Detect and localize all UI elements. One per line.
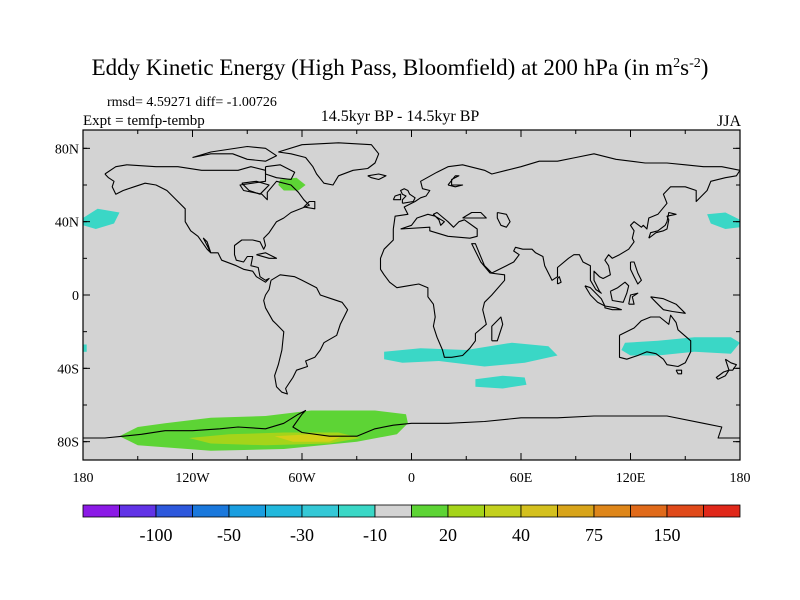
title-mid: s	[680, 55, 690, 80]
coastline-madagascar	[491, 316, 504, 342]
colorbar-swatch	[666, 504, 704, 518]
anomaly-north-pacific-east	[707, 212, 740, 229]
colorbar-swatch	[119, 504, 157, 518]
anomaly-far-west-sliver	[83, 344, 87, 352]
lon-tick-label: 180	[730, 471, 751, 486]
coastline-sulawesi	[628, 292, 639, 305]
lon-tick-label: 60W	[288, 471, 316, 486]
map-background	[83, 130, 740, 460]
coastline-north-america	[104, 164, 310, 283]
coastline-eurasia-africa	[379, 153, 740, 358]
colorbar-swatch	[484, 504, 522, 518]
colorbar: -100 -50 -30 -10 20 40 75 150	[82, 504, 741, 545]
title-main: Eddy Kinetic Energy (High Pass, Bloomfie…	[91, 55, 674, 80]
lon-tick-label: 60E	[510, 471, 533, 486]
title-end: )	[700, 55, 709, 80]
coastline-sri-lanka	[556, 276, 562, 285]
lat-tick-label: 40N	[55, 216, 79, 231]
coastline-arctic-islands	[192, 145, 278, 162]
coastline-japan	[648, 211, 677, 239]
coastline-caspian	[496, 211, 511, 228]
coastline-baffin	[264, 164, 296, 181]
colorbar-swatch	[301, 504, 339, 518]
colorbar-swatch	[155, 504, 193, 518]
figure-title: Eddy Kinetic Energy (High Pass, Bloomfie…	[0, 55, 800, 81]
coastline-new-zealand	[724, 358, 737, 371]
coastline-south-america	[263, 274, 349, 395]
coastline-new-guinea	[650, 296, 686, 314]
colorbar-label: -50	[217, 525, 241, 545]
colorbar-label: -100	[140, 525, 173, 545]
coastline-australia	[618, 314, 692, 368]
lat-tick-label: 80N	[55, 142, 79, 157]
title-sup-1: 2	[673, 56, 681, 71]
colorbar-swatch	[228, 504, 266, 518]
period-label: 14.5kyr BP - 14.5kyr BP	[320, 108, 480, 125]
colorbar-label: -30	[290, 525, 314, 545]
colorbar-label: 150	[654, 525, 681, 545]
stats-line: rmsd= 4.59271 diff= -1.00726	[107, 95, 277, 110]
lon-tick-label: 120E	[616, 471, 646, 486]
anomaly-south-atlantic-indian	[384, 342, 558, 367]
coastline-black-caspian	[462, 211, 487, 219]
lon-tick-label: 120W	[175, 471, 210, 486]
colorbar-swatch	[703, 504, 741, 518]
anomaly-labrador	[278, 177, 306, 191]
coastline-great-britain	[400, 188, 416, 204]
colorbar-swatch	[374, 504, 412, 518]
colorbar-swatch	[411, 504, 449, 518]
coastline-ireland	[392, 193, 402, 201]
anomaly-north-pacific-west	[83, 208, 120, 229]
coastline-newfoundland	[303, 200, 316, 210]
lat-tick-label: 40S	[57, 362, 79, 377]
coastline-cuba	[256, 252, 278, 259]
season-label: JJA	[716, 113, 741, 130]
lat-tick-label: 0	[72, 289, 79, 304]
lon-tick-label: 180	[73, 471, 94, 486]
anomaly-south-indian-small	[475, 375, 527, 389]
colorbar-swatch	[338, 504, 376, 518]
colorbar-label: -10	[363, 525, 387, 545]
colorbar-swatch	[447, 504, 485, 518]
coastline-hudson-bay-interior	[241, 180, 270, 195]
coastline-scandinavia-gulf	[447, 175, 464, 188]
anomaly-australia-south	[621, 337, 740, 356]
colorbar-swatch	[520, 504, 558, 518]
colorbar-label: 75	[585, 525, 603, 545]
anomaly-layer	[83, 177, 740, 451]
colorbar-swatch	[192, 504, 230, 518]
title-sup-2: -2	[689, 56, 701, 71]
coastline-mediterranean-north	[400, 211, 478, 239]
coastline-tasmania	[675, 369, 683, 375]
coastline-java	[604, 305, 622, 311]
lat-tick-label: 80S	[57, 436, 79, 451]
colorbar-swatch	[82, 504, 120, 518]
colorbar-swatch	[265, 504, 303, 518]
axis-ticks: 80N 40N 0 40S 80S 180 120W 60W 0 60E 120E 180	[55, 130, 751, 486]
colorbar-label: 40	[512, 525, 530, 545]
coastline-new-zealand-south	[715, 369, 730, 380]
lon-tick-label: 0	[408, 471, 415, 486]
coastline-philippines	[629, 261, 642, 285]
coastline-iceland	[367, 173, 387, 181]
colorbar-swatch	[630, 504, 668, 518]
coastline-antarctica	[83, 409, 740, 439]
coastline-layer	[83, 142, 740, 439]
colorbar-label: 20	[439, 525, 457, 545]
colorbar-swatch	[593, 504, 631, 518]
coastline-greenland	[278, 142, 380, 186]
colorbar-swatch	[557, 504, 595, 518]
coastline-borneo	[609, 281, 630, 303]
experiment-label: Expt = temfp-tembp	[83, 113, 205, 129]
